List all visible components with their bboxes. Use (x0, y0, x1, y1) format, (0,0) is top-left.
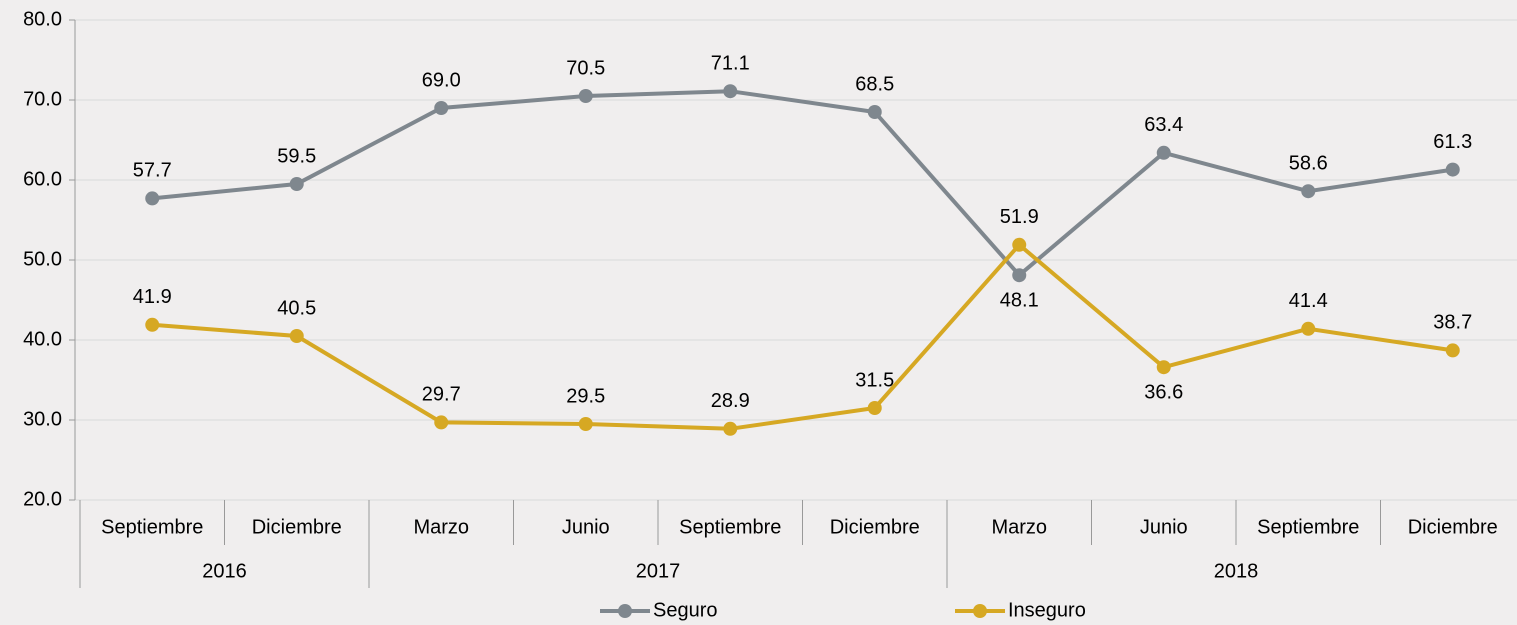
data-point (1156, 145, 1171, 160)
data-point (434, 101, 449, 115)
data-label: 59.5 (277, 145, 316, 167)
data-label: 40.5 (277, 297, 316, 319)
x-tick-label: Diciembre (830, 516, 920, 538)
group-label: 2016 (202, 560, 247, 582)
x-tick-label: Junio (562, 516, 610, 538)
data-label: 63.4 (1144, 114, 1183, 136)
y-tick-label: 50.0 (23, 248, 62, 270)
data-label: 28.9 (711, 390, 750, 412)
legend-marker (973, 604, 987, 618)
x-tick-label: Marzo (991, 516, 1047, 538)
series-line (152, 89, 1454, 278)
data-label: 41.4 (1289, 290, 1328, 312)
x-tick-label: Septiembre (101, 516, 203, 538)
data-point (1445, 343, 1460, 358)
data-label: 41.9 (133, 286, 172, 308)
legend-label: Inseguro (1008, 599, 1086, 621)
y-tick-label: 80.0 (23, 8, 62, 30)
data-label: 70.5 (566, 57, 605, 79)
y-tick-label: 20.0 (23, 488, 62, 510)
data-point (723, 421, 738, 436)
data-point (434, 415, 449, 430)
data-point (867, 401, 882, 415)
x-tick-label: Marzo (413, 516, 469, 538)
data-point (145, 191, 160, 206)
legend-label: Seguro (653, 599, 718, 621)
data-point (1012, 268, 1027, 283)
data-point (1012, 237, 1027, 252)
y-tick-label: 70.0 (23, 88, 62, 110)
data-label: 29.7 (422, 384, 461, 406)
data-label: 36.6 (1144, 381, 1183, 403)
x-tick-label: Septiembre (679, 516, 781, 538)
data-label: 69.0 (422, 69, 461, 91)
data-label: 48.1 (1000, 289, 1039, 311)
data-label: 38.7 (1433, 312, 1472, 334)
data-point (1301, 184, 1316, 199)
data-point (578, 417, 593, 431)
data-point (867, 105, 882, 119)
data-point (1156, 360, 1171, 375)
data-point (289, 329, 304, 343)
y-tick-label: 40.0 (23, 328, 62, 350)
data-point (578, 89, 593, 103)
y-tick-label: 30.0 (23, 408, 62, 430)
data-label: 58.6 (1289, 152, 1328, 174)
data-label: 51.9 (1000, 206, 1039, 228)
x-tick-label: Junio (1140, 516, 1188, 538)
x-tick-label: Diciembre (1408, 516, 1498, 538)
series-line (152, 242, 1454, 431)
data-point (1301, 321, 1316, 336)
data-point (723, 84, 738, 99)
group-label: 2017 (636, 560, 681, 582)
data-point (145, 317, 160, 332)
data-label: 71.1 (711, 52, 750, 74)
data-label: 68.5 (855, 73, 894, 95)
x-tick-label: Diciembre (252, 516, 342, 538)
data-point (1445, 162, 1460, 177)
x-tick-label: Septiembre (1257, 516, 1359, 538)
data-label: 57.7 (133, 160, 172, 182)
data-label: 29.5 (566, 385, 605, 407)
y-tick-label: 60.0 (23, 168, 62, 190)
group-label: 2018 (1214, 560, 1259, 582)
data-point (289, 177, 304, 191)
data-label: 61.3 (1433, 131, 1472, 153)
legend-marker (618, 604, 632, 618)
data-label: 31.5 (855, 369, 894, 391)
